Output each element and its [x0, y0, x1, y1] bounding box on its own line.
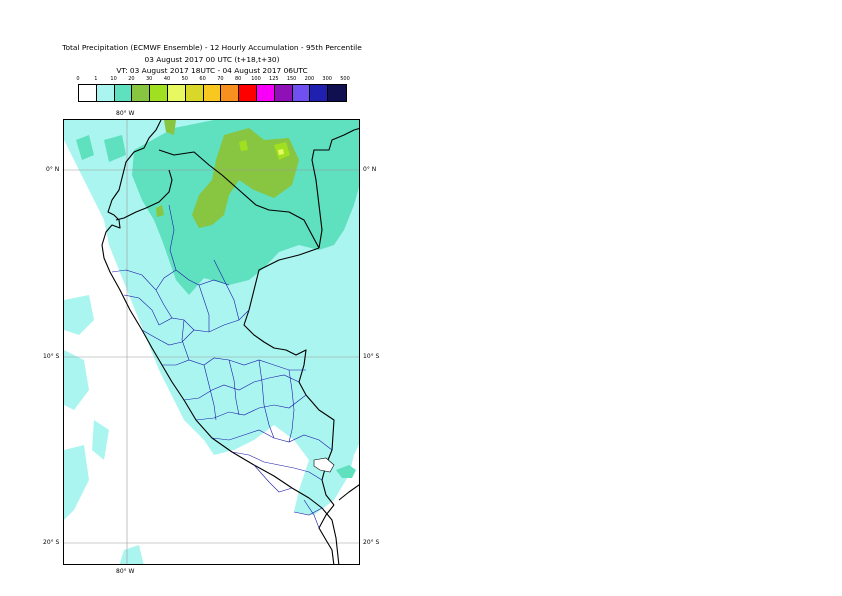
legend-swatch [203, 85, 222, 101]
lat-label-left-10s: 10° S [43, 353, 60, 360]
lat-label-right-0n: 0° N [363, 166, 377, 173]
border-ecuador-peru [115, 169, 173, 221]
legend-colorbar [78, 84, 347, 102]
legend-swatch [132, 85, 151, 101]
map-frame [63, 119, 360, 565]
legend-swatch [114, 85, 133, 101]
legend-threshold-label: 30 [146, 76, 153, 82]
lat-label-right-20s: 20° S [363, 539, 380, 546]
border-colombia-ecuador [158, 149, 320, 249]
legend-swatch [185, 85, 204, 101]
lake-titicaca [313, 457, 335, 473]
legend-threshold-label: 10 [110, 76, 117, 82]
border-colombia-brazil [311, 127, 359, 249]
legend-swatch [274, 85, 293, 101]
chart-subtitle-base-time: 03 August 2017 00 UTC (t+18,t+30) [144, 55, 280, 64]
border-peru-bolivia [318, 504, 335, 564]
legend-threshold-label: 500 [340, 76, 350, 82]
legend-threshold-label: 0 [76, 76, 80, 82]
legend-threshold-label: 40 [163, 76, 171, 82]
regional-borders [111, 204, 333, 529]
lat-label-left-0n: 0° N [46, 166, 60, 173]
legend-threshold-label: 100 [251, 76, 261, 82]
lake-poopo [336, 465, 356, 478]
legend-threshold-label: 50 [181, 76, 188, 82]
legend-threshold-label: 60 [199, 76, 206, 82]
graticule [64, 120, 359, 564]
legend-threshold-label: 300 [322, 76, 332, 82]
legend-swatch [150, 85, 168, 101]
legend-swatch [328, 85, 346, 101]
lat-label-left-20s: 20° S [43, 539, 60, 546]
legend-threshold-label: 20 [128, 76, 135, 82]
legend-threshold-label: 70 [217, 76, 224, 82]
legend-swatch [96, 85, 115, 101]
lat-label-right-10s: 10° S [363, 353, 380, 360]
legend-swatch [292, 85, 311, 101]
legend-threshold-label: 125 [269, 76, 279, 82]
chart-title: Total Precipitation (ECMWF Ensemble) - 1… [62, 43, 362, 52]
legend-threshold-label: 200 [304, 76, 315, 82]
legend-swatch [221, 85, 240, 101]
precip-field-heavy [156, 120, 299, 228]
legend-swatch [167, 85, 186, 101]
lon-label-top: 80° W [116, 110, 135, 117]
precipitation-map [64, 120, 359, 564]
coastline [101, 120, 340, 564]
border-bolivia-chile [338, 484, 359, 501]
chart-subtitle-valid-time: VT: 03 August 2017 18UTC - 04 August 201… [116, 66, 308, 75]
legend-threshold-label: 150 [286, 76, 297, 82]
legend-swatch [79, 85, 97, 101]
precip-field-max [278, 149, 284, 155]
legend-labels: 0 1 10 20 30 40 50 60 70 80 100 125 150 200 300 500 [0, 76, 842, 84]
legend-threshold-label: 80 [235, 76, 242, 82]
legend-swatch [310, 85, 329, 101]
lon-label-bottom: 80° W [116, 568, 135, 575]
border-peru-brazil [243, 247, 335, 506]
national-borders [101, 120, 359, 564]
legend-swatch [239, 85, 257, 101]
legend-swatch [256, 85, 275, 101]
precip-field-medium [76, 120, 359, 295]
legend-threshold-label: 1 [94, 76, 98, 82]
